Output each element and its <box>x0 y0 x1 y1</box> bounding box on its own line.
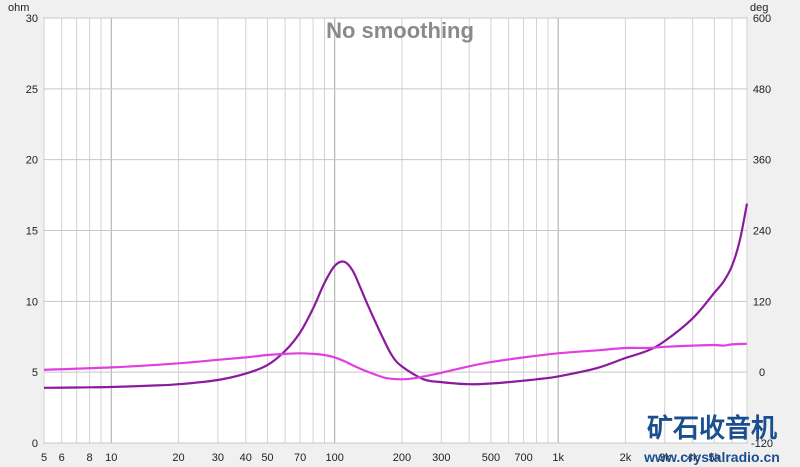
watermark-chinese: 矿石收音机 <box>647 413 777 443</box>
x-tick-label: 2k <box>620 452 632 464</box>
watermark: 矿石收音机 www.crystalradio.cn <box>643 413 780 465</box>
x-tick-label: 300 <box>432 452 450 464</box>
right-tick-label: 240 <box>753 226 771 238</box>
watermark-site: www.crystalradio.cn <box>643 449 780 465</box>
x-tick-label: 200 <box>393 452 411 464</box>
left-tick-label: 30 <box>26 13 38 25</box>
x-axis-tick-labels: 5 6 8 10 20 30 40 50 70 100 200 300 500 700 1k 2k 3k 4k 5k <box>41 452 721 464</box>
x-tick-label: 70 <box>294 452 306 464</box>
right-tick-label: 360 <box>753 155 771 167</box>
phase-curve <box>43 342 748 381</box>
left-tick-label: 0 <box>32 438 38 450</box>
x-tick-label: 100 <box>326 452 344 464</box>
x-tick-label: 20 <box>172 452 184 464</box>
x-tick-label: 4k <box>687 452 699 464</box>
x-tick-label: 30 <box>212 452 224 464</box>
x-tick-label: 3k <box>659 452 671 464</box>
right-tick-label: -120 <box>751 438 773 450</box>
left-tick-label: 15 <box>26 226 38 238</box>
left-tick-label: 20 <box>26 155 38 167</box>
x-tick-label: 1k <box>552 452 564 464</box>
series-lines <box>43 203 749 389</box>
impedance-curve <box>43 203 749 389</box>
right-tick-label: 0 <box>759 367 765 379</box>
left-tick-label: 5 <box>32 367 38 379</box>
left-axis-tick-labels: 0 5 10 15 20 25 30 <box>26 13 38 450</box>
right-axis-tick-labels: -120 0 120 240 360 480 600 <box>751 13 773 450</box>
x-tick-label: 5 <box>41 452 47 464</box>
grid-lines <box>43 17 748 444</box>
x-tick-label: 500 <box>482 452 500 464</box>
chart-title: No smoothing <box>326 18 474 43</box>
x-tick-label: 700 <box>514 452 532 464</box>
right-tick-label: 600 <box>753 13 771 25</box>
x-tick-label: 5k <box>709 452 721 464</box>
right-tick-label: 480 <box>753 84 771 96</box>
right-tick-label: 120 <box>753 296 771 308</box>
right-axis-unit-label: deg <box>750 2 768 14</box>
x-tick-label: 40 <box>240 452 252 464</box>
x-tick-label: 8 <box>87 452 93 464</box>
left-axis-unit-label: ohm <box>8 2 29 14</box>
x-tick-label: 10 <box>105 452 117 464</box>
left-tick-label: 25 <box>26 84 38 96</box>
left-tick-label: 10 <box>26 296 38 308</box>
x-tick-label: 6 <box>59 452 65 464</box>
x-tick-label: 50 <box>261 452 273 464</box>
